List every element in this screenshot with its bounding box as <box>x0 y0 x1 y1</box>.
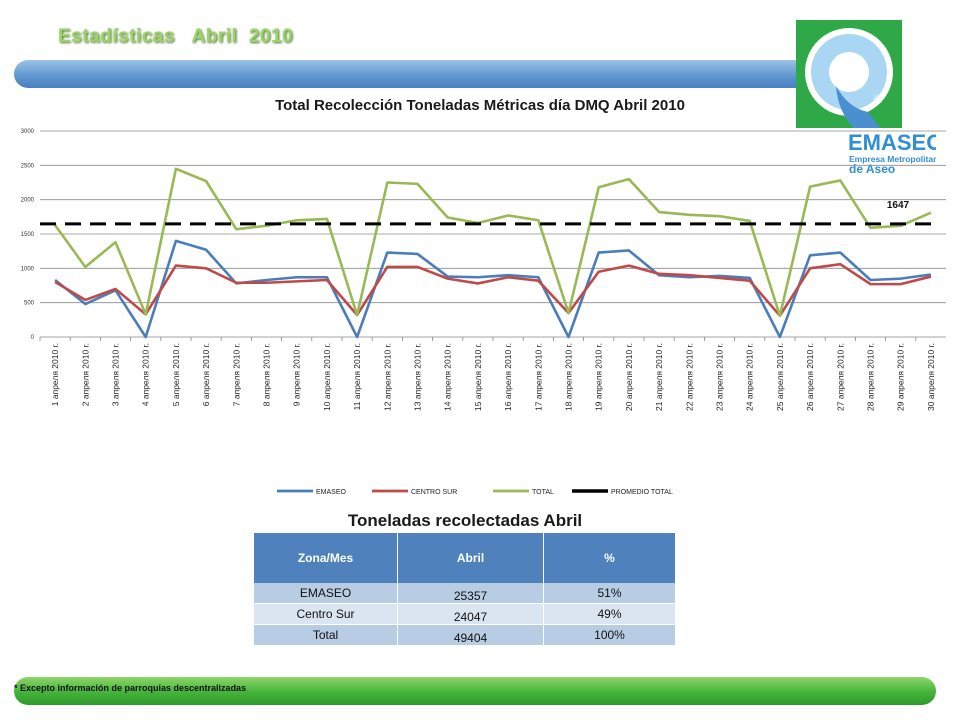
x-tick-label: 16 апреля 2010 г. <box>503 343 513 411</box>
x-tick-label: 25 апреля 2010 г. <box>775 343 785 411</box>
x-tick-label: 19 апреля 2010 г. <box>594 343 604 411</box>
x-tick-label: 9 апреля 2010 г. <box>292 343 302 406</box>
line-chart: Total Recolección Toneladas Métricas día… <box>21 97 946 496</box>
x-tick-label: 5 апреля 2010 г. <box>171 343 181 406</box>
page-title: Estadísticas Abril 2010 <box>58 26 294 47</box>
footer-band <box>14 677 936 705</box>
x-tick-label: 18 апреля 2010 г. <box>564 343 574 411</box>
x-tick-label: 21 апреля 2010 г. <box>654 343 664 411</box>
x-tick-label: 1 апреля 2010 г. <box>50 343 60 406</box>
logo-subtitle-1: Empresa Metropolitana <box>849 154 936 164</box>
table-row: Centro Sur 24047 49% <box>254 603 676 625</box>
svg-text:✳: ✳ <box>872 92 884 108</box>
y-tick-label: 500 <box>24 301 35 307</box>
x-tick-label: 23 апреля 2010 г. <box>715 343 725 411</box>
cell-percent: 100% <box>543 624 676 646</box>
cell-zone: Centro Sur <box>254 603 398 625</box>
footnote: * Excepto información de parroquias desc… <box>14 683 247 693</box>
x-tick-label: 22 апреля 2010 г. <box>684 343 694 411</box>
x-tick-label: 26 апреля 2010 г. <box>805 343 815 411</box>
cell-value: 49404 <box>397 624 544 646</box>
cell-percent: 51% <box>543 583 676 604</box>
table-row: EMASEO 25357 51% <box>254 583 676 604</box>
cell-zone: Total <box>254 624 398 646</box>
x-tick-label: 8 апреля 2010 г. <box>262 343 272 406</box>
header-abril: Abril <box>397 533 544 583</box>
x-tick-label: 3 апреля 2010 г. <box>111 343 121 406</box>
series-line-emaseo <box>54 239 932 339</box>
summary-table: Zona/Mes Abril % EMASEO 25357 51% Centro… <box>254 533 676 646</box>
x-tick-label: 4 апреля 2010 г. <box>141 343 151 406</box>
series-line-total <box>54 167 932 318</box>
x-tick-label: 28 апреля 2010 г. <box>866 343 876 411</box>
x-tick-label: 29 апреля 2010 г. <box>896 343 906 411</box>
y-tick-label: 0 <box>31 335 35 341</box>
x-tick-label: 13 апреля 2010 г. <box>413 343 423 411</box>
x-tick-label: 30 апреля 2010 г. <box>926 343 936 411</box>
average-annotation: 1647 <box>887 200 910 211</box>
legend-label: PROMEDIO TOTAL <box>611 489 673 496</box>
x-tick-label: 27 апреля 2010 г. <box>835 343 845 411</box>
logo-name: EMASEO <box>848 130 936 155</box>
x-tick-label: 14 апреля 2010 г. <box>443 343 453 411</box>
chart-title: Total Recolección Toneladas Métricas día… <box>275 97 685 114</box>
x-tick-label: 6 апреля 2010 г. <box>201 343 211 406</box>
y-tick-label: 3000 <box>21 129 35 135</box>
x-tick-label: 17 апреля 2010 г. <box>533 343 543 411</box>
cell-percent: 49% <box>543 603 676 625</box>
x-tick-label: 7 апреля 2010 г. <box>231 343 241 406</box>
cell-zone: EMASEO <box>254 583 398 604</box>
y-tick-label: 2500 <box>21 163 35 169</box>
x-tick-label: 11 апреля 2010 г. <box>352 343 362 410</box>
cell-value: 24047 <box>397 603 544 625</box>
cell-value: 25357 <box>397 583 544 604</box>
series-line-centro-sur <box>54 262 932 318</box>
table-row: Total 49404 100% <box>254 624 676 646</box>
header-band <box>14 60 822 88</box>
x-tick-label: 10 апреля 2010 г. <box>322 343 332 411</box>
legend-label: EMASEO <box>316 489 347 496</box>
x-tick-label: 2 апреля 2010 г. <box>80 343 90 406</box>
x-tick-label: 12 апреля 2010 г. <box>382 343 392 411</box>
emaseo-logo: ✳ EMASEO Empresa Metropolitana de Aseo <box>796 20 936 176</box>
table-title: Toneladas recolectadas Abril <box>347 511 583 530</box>
legend-label: CENTRO SUR <box>411 489 457 496</box>
y-tick-label: 2000 <box>21 198 35 204</box>
x-tick-label: 20 апреля 2010 г. <box>624 343 634 411</box>
header-zona: Zona/Mes <box>254 533 398 583</box>
header-percent: % <box>543 533 676 583</box>
table-header-row: Zona/Mes Abril % <box>254 533 676 583</box>
x-tick-label: 15 апреля 2010 г. <box>473 343 483 411</box>
y-tick-label: 1000 <box>21 266 35 272</box>
y-tick-label: 1500 <box>21 232 35 238</box>
x-tick-label: 24 апреля 2010 г. <box>745 343 755 411</box>
legend-label: TOTAL <box>532 489 554 496</box>
